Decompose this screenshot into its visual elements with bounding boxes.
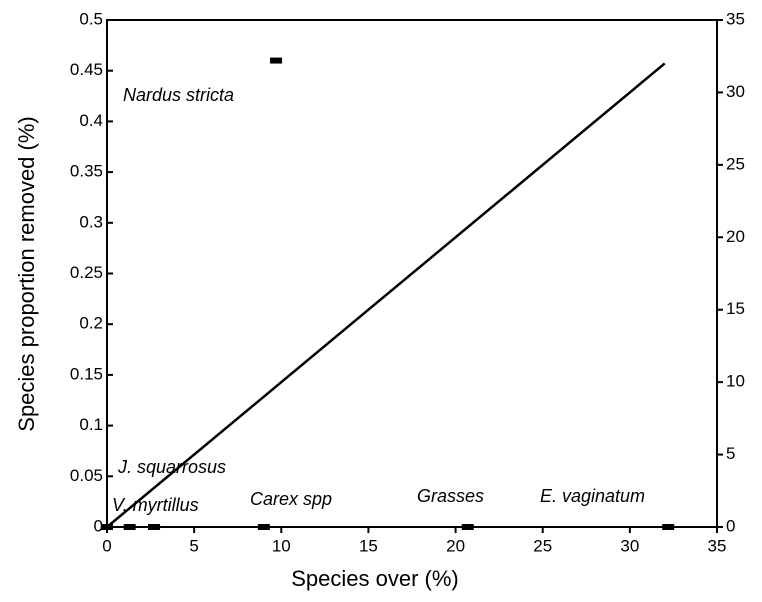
y2-tick-label: 25 bbox=[726, 154, 745, 173]
y2-tick-label: 35 bbox=[726, 9, 745, 28]
x-tick-label: 25 bbox=[533, 536, 552, 555]
point bbox=[461, 524, 474, 530]
x-tick-label: 20 bbox=[446, 536, 465, 555]
y2-tick-label: 20 bbox=[726, 227, 745, 246]
x-tick-label: 5 bbox=[189, 536, 198, 555]
y2-tick-label: 10 bbox=[726, 372, 745, 391]
x-tick-label: 15 bbox=[359, 536, 378, 555]
y-tick-label: 0.35 bbox=[70, 162, 103, 181]
y2-tick-label: 5 bbox=[726, 444, 735, 463]
y2-tick-label: 0 bbox=[726, 516, 735, 535]
annotation: Nardus stricta bbox=[123, 85, 234, 105]
x-tick-label: 0 bbox=[102, 536, 111, 555]
fit-line bbox=[106, 62, 666, 528]
point bbox=[148, 524, 161, 530]
y-tick-label: 0.15 bbox=[70, 364, 103, 383]
annotation: V. myrtillus bbox=[112, 495, 199, 515]
annotation: J. squarrosus bbox=[117, 457, 226, 477]
annotation: Grasses bbox=[417, 486, 484, 506]
y2-tick-label: 15 bbox=[726, 299, 745, 318]
point bbox=[662, 524, 675, 530]
y-tick-label: 0.05 bbox=[70, 466, 103, 485]
y-axis-label: Species proportion removed (%) bbox=[14, 116, 39, 431]
point bbox=[257, 524, 270, 530]
y-tick-label: 0.2 bbox=[79, 314, 103, 333]
y-tick-label: 0.1 bbox=[79, 415, 103, 434]
y-tick-label: 0.25 bbox=[70, 263, 103, 282]
point bbox=[101, 524, 113, 530]
x-tick-label: 10 bbox=[272, 536, 291, 555]
y-tick-label: 0.5 bbox=[79, 9, 103, 28]
y-tick-label: 0.45 bbox=[70, 60, 103, 79]
x-tick-label: 35 bbox=[708, 536, 727, 555]
point bbox=[270, 57, 283, 64]
y2-tick-label: 30 bbox=[726, 82, 745, 101]
point bbox=[123, 524, 136, 530]
y-tick-label: 0 bbox=[94, 516, 103, 535]
y-tick-label: 0.4 bbox=[79, 111, 103, 130]
y-tick-label: 0.3 bbox=[79, 212, 103, 231]
annotation: E. vaginatum bbox=[540, 486, 645, 506]
x-axis-label: Species over (%) bbox=[291, 566, 459, 591]
x-tick-label: 30 bbox=[620, 536, 639, 555]
annotation: Carex spp bbox=[250, 489, 332, 509]
